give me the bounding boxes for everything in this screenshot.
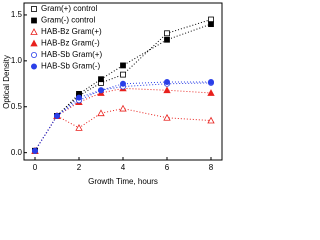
series-line (34, 108, 212, 152)
y-axis-label: Optical Density (2, 55, 11, 109)
marker (120, 62, 126, 69)
legend-label: Gram(+) control (41, 4, 97, 13)
y-tick-label: 0.5 (11, 102, 23, 111)
legend-label: HAB-Bz Gram(+) (41, 27, 102, 36)
marker (75, 124, 83, 131)
marker (97, 109, 105, 117)
marker (163, 86, 171, 94)
chart: Growth Time, hours Optical Density 0 2 4 6 8… (2, 2, 223, 186)
marker (164, 30, 170, 37)
y-tick-label: 0.0 (11, 148, 23, 157)
y-tick-label: 1.5 (11, 10, 23, 19)
marker (120, 71, 126, 78)
legend-marker (30, 28, 38, 35)
legend-marker (30, 39, 38, 47)
legend-marker (31, 17, 37, 24)
y-tick-label: 1.0 (11, 56, 23, 65)
legend-marker (30, 63, 37, 70)
marker (32, 147, 39, 154)
x-tick-label: 4 (121, 163, 126, 172)
legend-label: HAB-Bz Gram(-) (41, 39, 100, 48)
marker (98, 76, 104, 83)
legend-marker (31, 6, 37, 12)
series-line (34, 81, 211, 152)
marker (163, 78, 170, 85)
x-axis-label: Growth Time, hours (88, 177, 158, 186)
marker (207, 89, 215, 96)
marker (76, 94, 83, 101)
legend-label: HAB-Sb Gram(-) (41, 62, 100, 71)
x-tick-label: 8 (209, 163, 214, 172)
marker (54, 112, 61, 119)
marker (164, 36, 170, 43)
x-tick-label: 2 (77, 163, 82, 172)
series-line (34, 87, 212, 152)
series-line (34, 82, 212, 152)
marker (207, 78, 214, 85)
marker (98, 87, 105, 94)
marker (163, 113, 171, 121)
x-tick-label: 6 (165, 163, 170, 172)
marker (208, 21, 214, 28)
marker (119, 104, 127, 112)
legend-marker (30, 52, 37, 59)
x-tick-label: 0 (33, 163, 38, 172)
marker (207, 116, 215, 124)
legend-label: HAB-Sb Gram(+) (41, 50, 102, 59)
marker (120, 80, 127, 87)
legend-label: Gram(-) control (41, 16, 95, 25)
